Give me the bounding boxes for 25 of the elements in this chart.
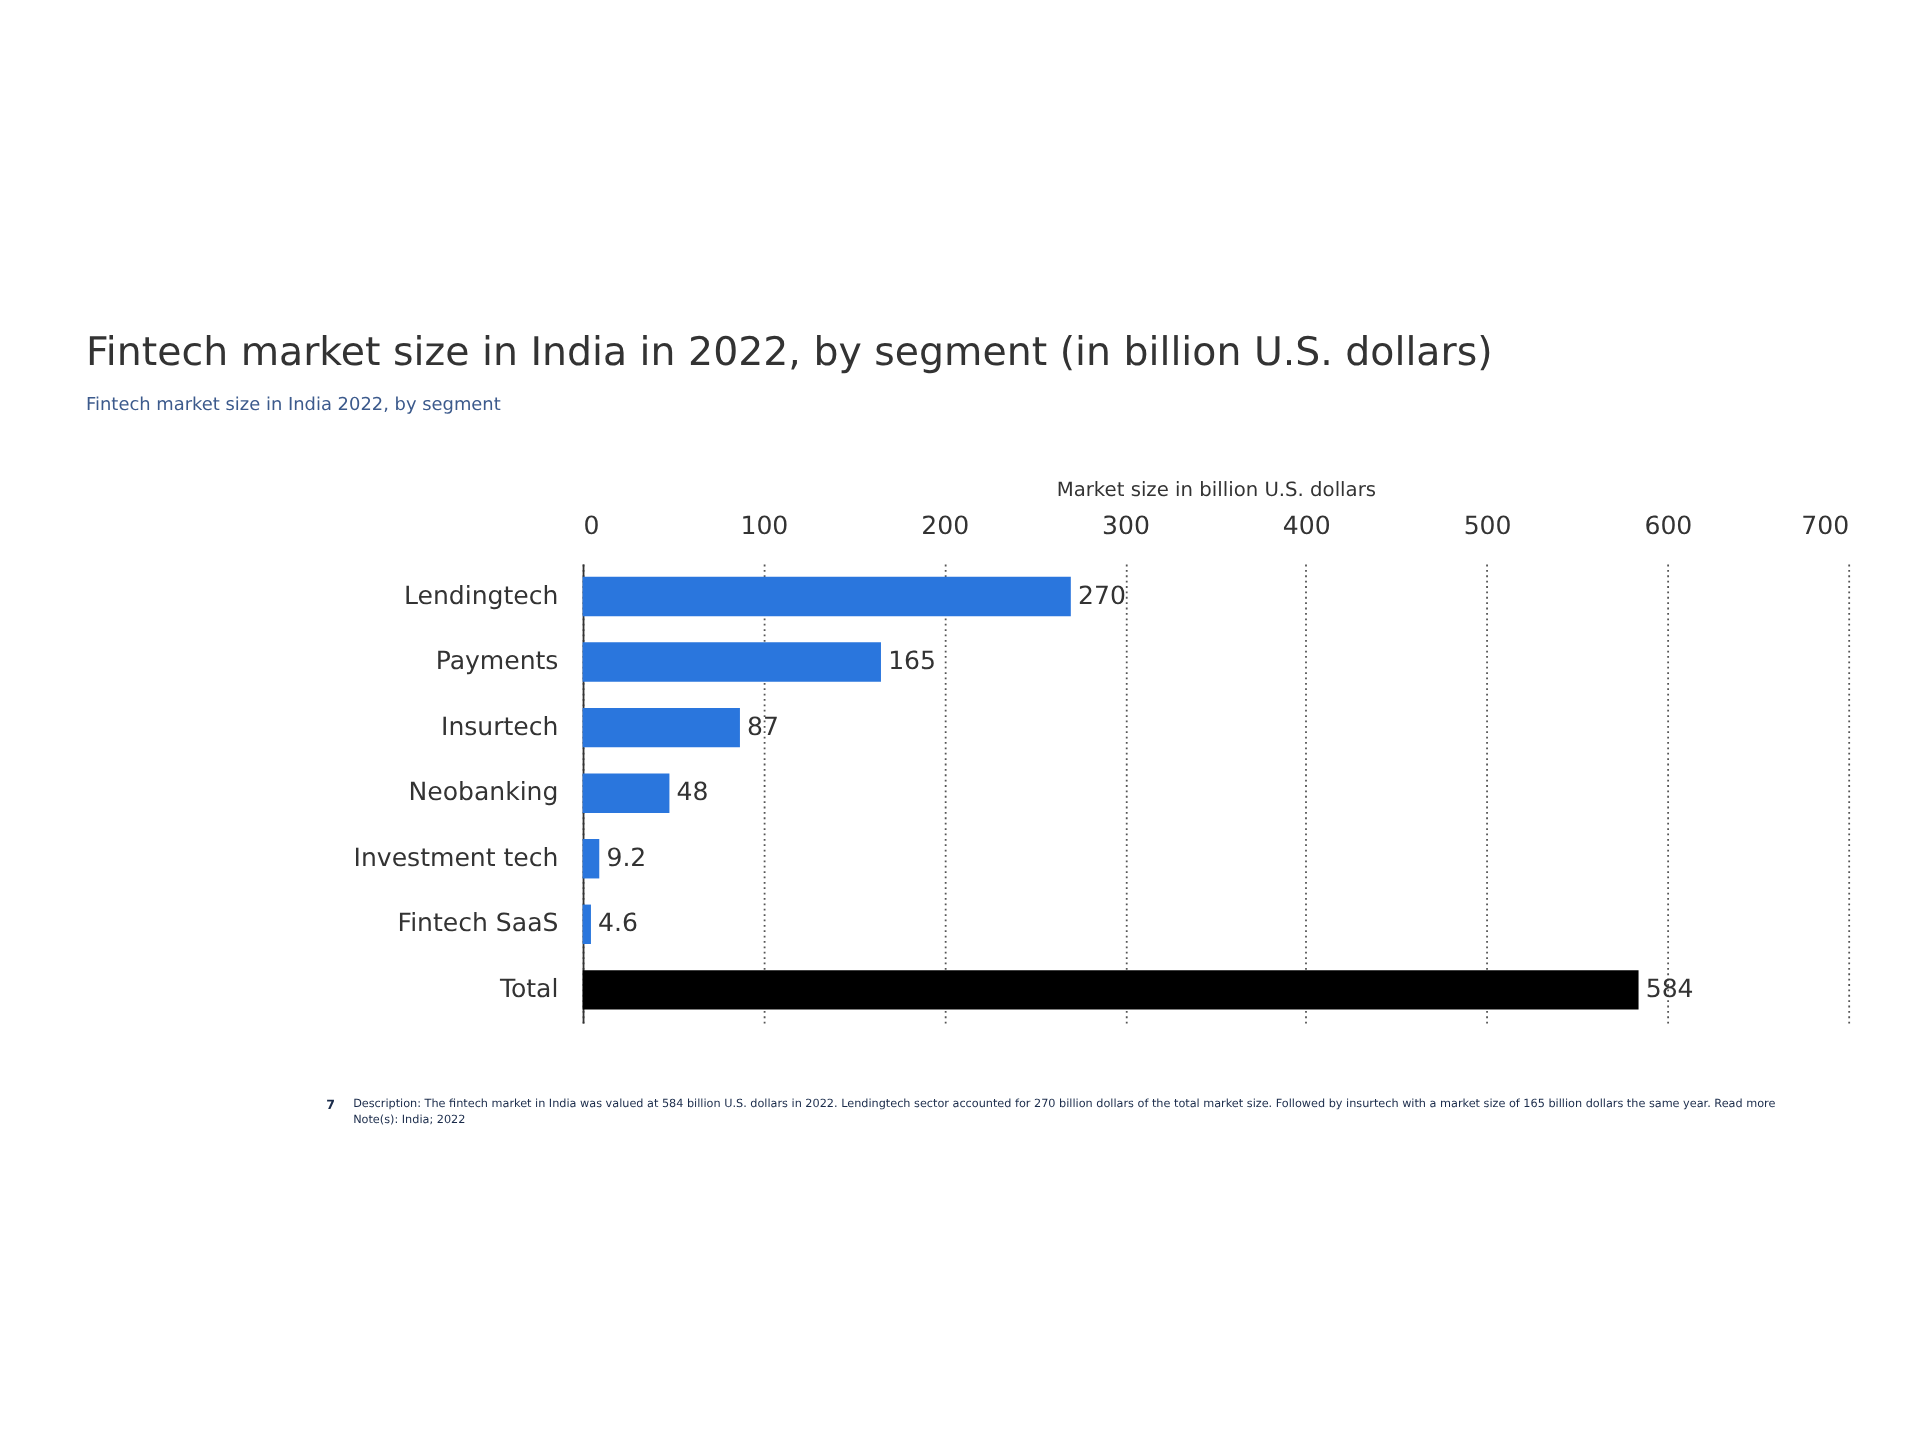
x-tick-label: 100 [740,510,789,541]
data-label: 584 [1645,973,1694,1004]
data-label: 48 [676,776,709,807]
chart-title: Fintech market size in India in 2022, by segment (in billion U.S. dollars) [86,328,1493,375]
data-label: 9.2 [606,841,647,872]
x-tick-label: 0 [583,510,600,541]
data-label: 165 [888,645,936,676]
y-tick-label: Insurtech [440,710,559,741]
text: Fintech market size in India 2022, by segment [86,395,502,416]
y-tick-label: Investment tech [353,841,559,872]
data-label: 87 [747,710,780,741]
y-tick-label: Neobanking [408,776,559,807]
x-tick-label: 600 [1644,510,1693,541]
y-tick-label: Payments [435,645,559,676]
x-axis-title: Market size in billion U.S. dollars [1056,480,1377,503]
x-tick-label: 500 [1463,510,1512,541]
x-tick-label: 300 [1102,510,1150,541]
data-label: 270 [1077,579,1126,610]
x-tick-label: 400 [1282,510,1331,541]
y-tick-label: Total [497,973,559,1004]
data-label: 4.6 [598,907,639,938]
x-tick-label: 200 [921,510,970,541]
x-tick-label: 700 [1801,510,1850,541]
y-tick-label: Fintech SaaS [397,907,559,938]
y-tick-label: Lendingtech [404,579,559,610]
